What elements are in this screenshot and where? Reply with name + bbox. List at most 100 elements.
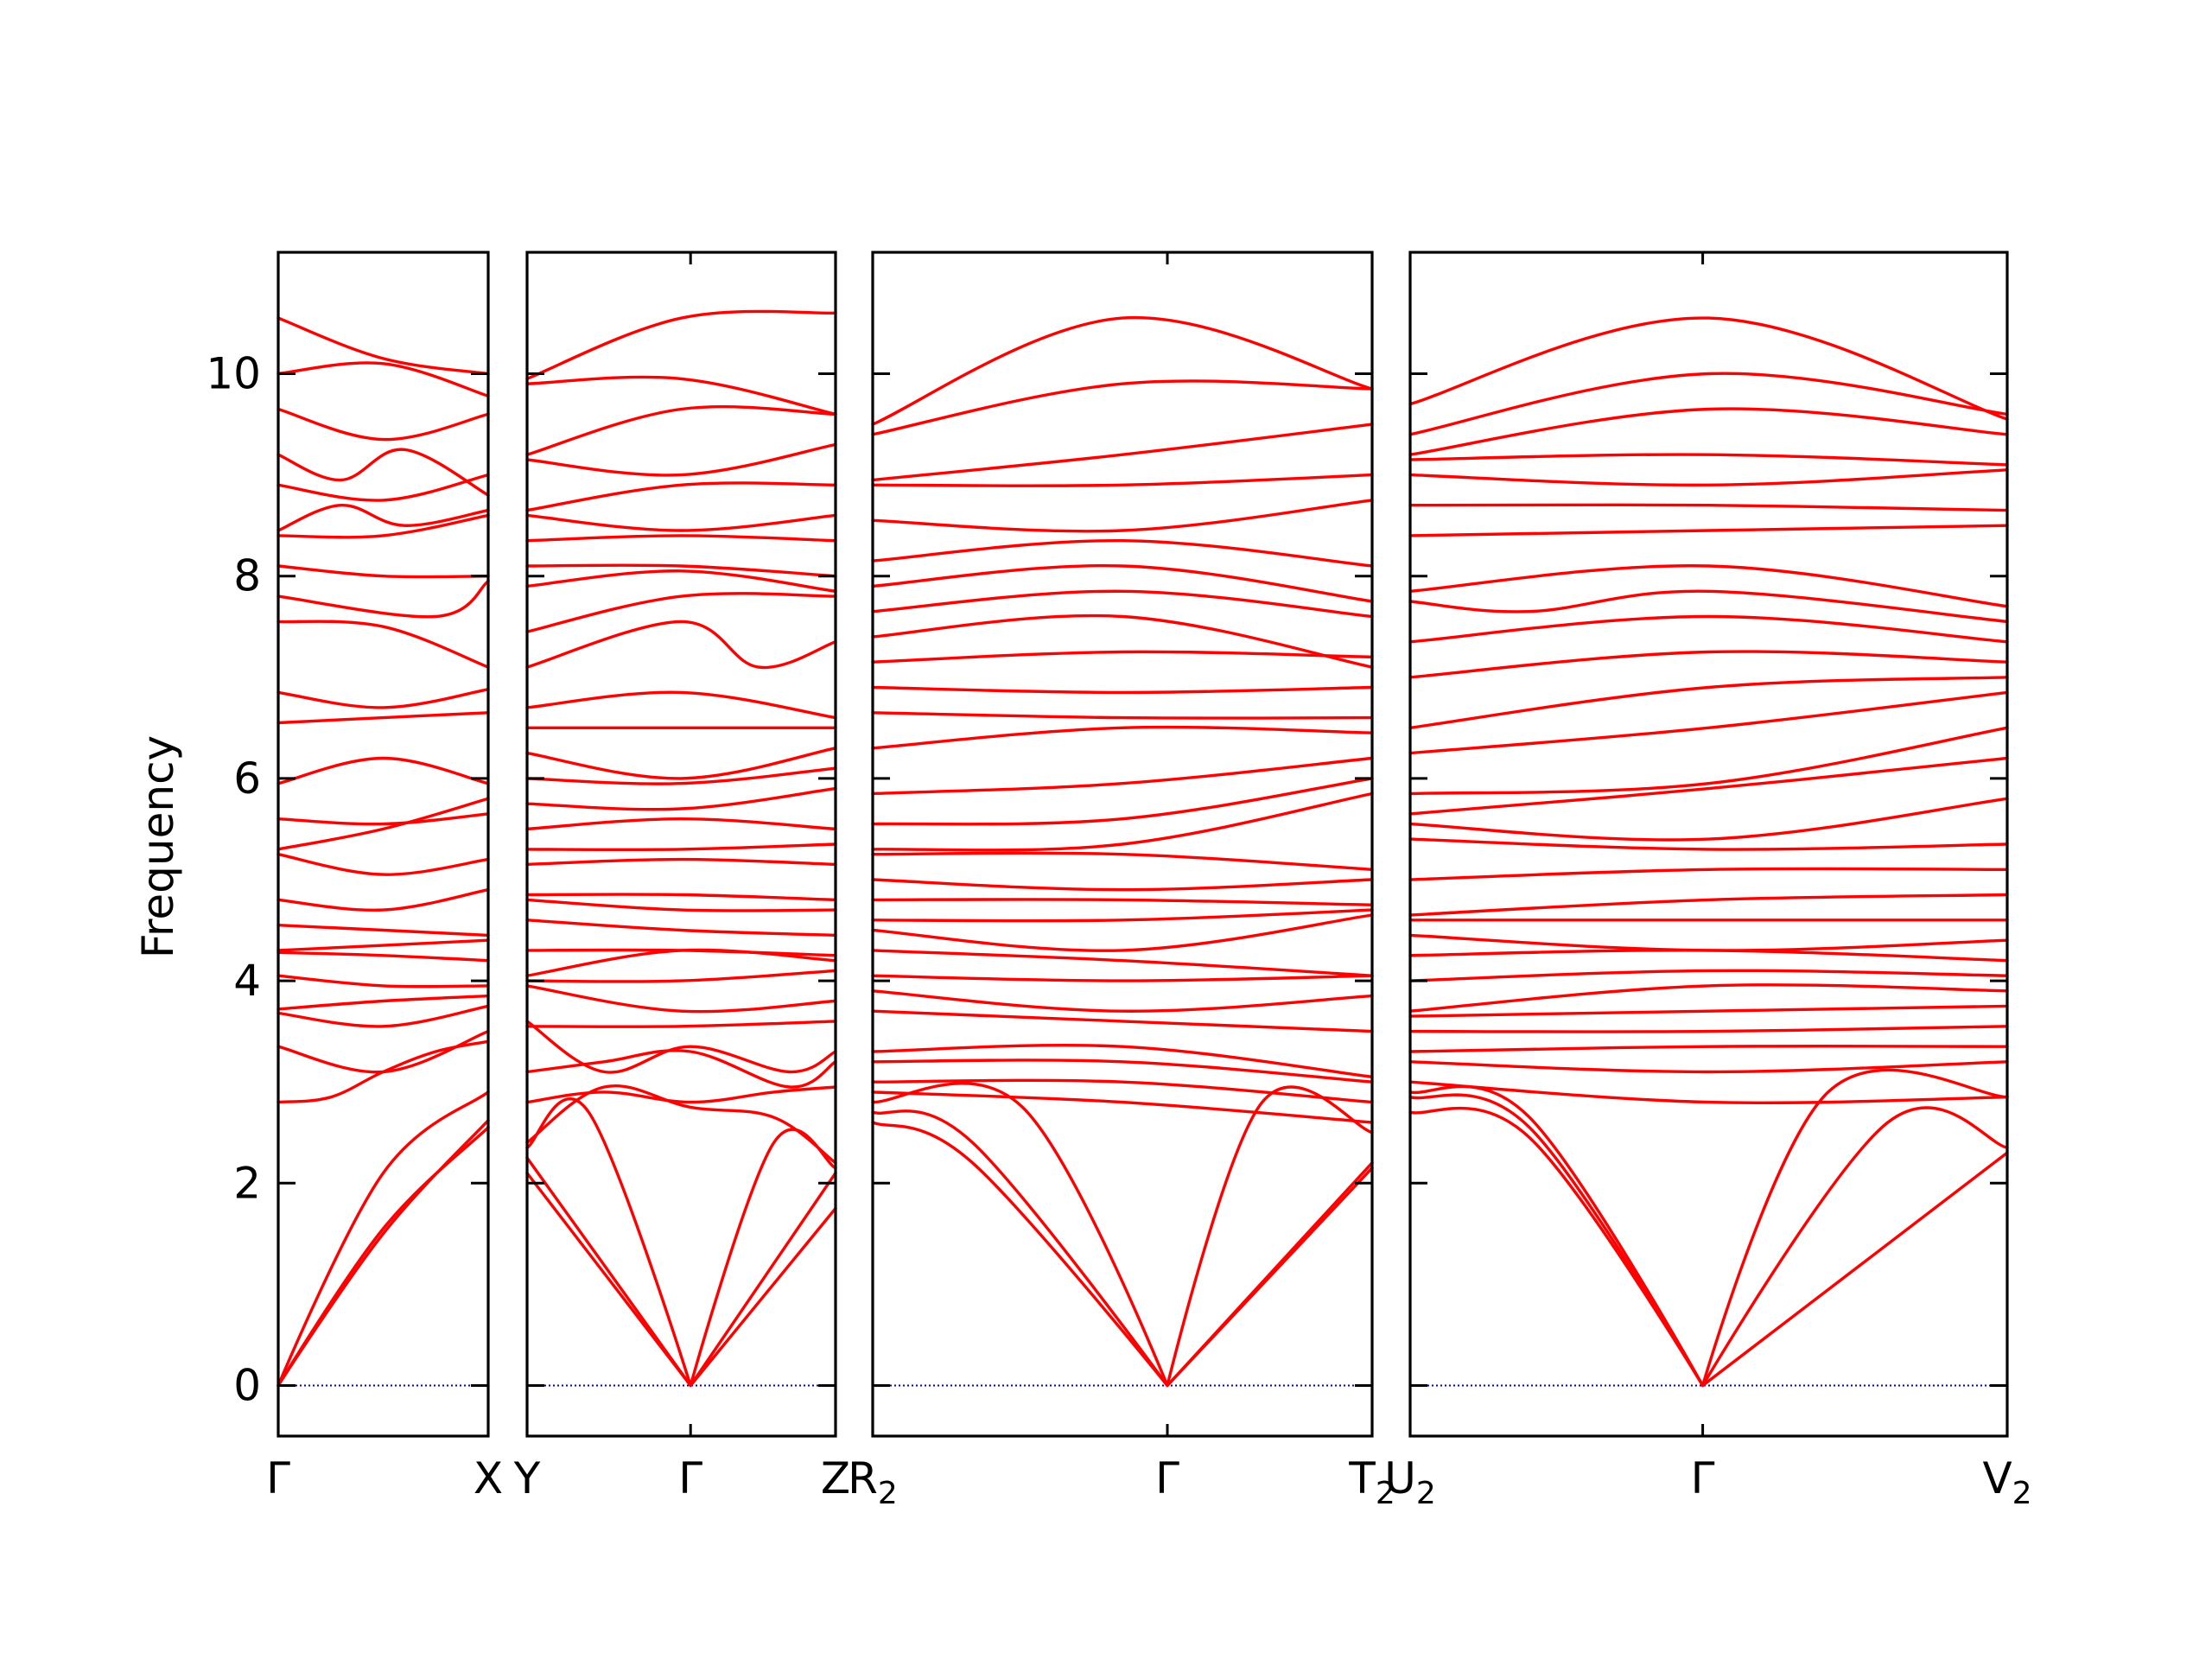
band-line (276, 407, 490, 442)
band-line (276, 994, 490, 1011)
y-tick-label: 4 (233, 956, 261, 1006)
band-line (525, 481, 837, 512)
band-line (525, 1049, 837, 1089)
panel-frame (276, 251, 490, 1438)
band-line (525, 405, 837, 456)
band-line (1408, 589, 2009, 624)
band-line (1408, 983, 2009, 1013)
band-line (276, 853, 490, 876)
band-line (1408, 468, 2009, 487)
band-line (525, 690, 837, 720)
band-line (1408, 1106, 2009, 1388)
band-line (871, 878, 1374, 892)
band-line (871, 473, 1374, 487)
band-line (1408, 650, 2009, 679)
band-line (525, 1096, 837, 1388)
band-line (525, 1156, 837, 1388)
band-line (276, 564, 490, 579)
band-line (871, 725, 1374, 750)
band-line (871, 1082, 1374, 1388)
band-line (276, 361, 490, 397)
band-line (276, 797, 490, 851)
band-line (525, 948, 837, 957)
band-line (1408, 676, 2009, 729)
band-line (871, 423, 1374, 482)
panel-4: U2 Γ V2 (1384, 251, 2032, 1511)
band-line (525, 747, 837, 780)
band-line (276, 513, 490, 539)
band-line (1408, 1060, 2009, 1074)
band-line (525, 984, 837, 1014)
band-line (525, 569, 837, 593)
band-line (1408, 407, 2009, 456)
band-line (276, 950, 490, 963)
band-line (525, 842, 837, 852)
panel-frame (1408, 251, 2009, 1438)
band-line (1408, 372, 2009, 436)
band-line (276, 579, 490, 619)
x-tick-label: Γ (1691, 1453, 1715, 1503)
band-line (525, 592, 837, 633)
band-line (525, 1020, 837, 1074)
band-line (1408, 524, 2009, 537)
band-line (525, 893, 837, 902)
x-tick-label: R2 (848, 1453, 898, 1511)
band-line (525, 534, 837, 543)
band-line (1408, 503, 2009, 512)
x-tick-label: T2 (1348, 1453, 1395, 1511)
band-line (276, 620, 490, 669)
y-tick-label: 8 (233, 551, 261, 601)
band-line (525, 309, 837, 381)
band-line (871, 908, 1374, 923)
band-line (1408, 797, 2009, 842)
band-line (1408, 1068, 2009, 1388)
band-line (525, 1085, 837, 1104)
band-line (871, 1109, 1374, 1388)
band-line (525, 563, 837, 578)
band-line (871, 1058, 1374, 1084)
x-tick-label: Γ (678, 1453, 702, 1503)
band-line (871, 989, 1374, 1013)
band-line (276, 1119, 490, 1388)
band-line (276, 812, 490, 826)
panel-frame (871, 251, 1374, 1438)
band-line (871, 613, 1374, 669)
band-line (871, 949, 1374, 977)
band-line (1408, 837, 2009, 851)
band-line (276, 1126, 490, 1388)
band-line (1408, 453, 2009, 467)
band-line (871, 315, 1374, 426)
band-line (871, 913, 1374, 952)
band-line (1408, 893, 2009, 917)
x-tick-label: Y (513, 1453, 541, 1503)
band-line (276, 1029, 490, 1074)
band-line (1408, 1025, 2009, 1033)
band-line (871, 379, 1374, 436)
band-line (276, 316, 490, 376)
band-line (525, 375, 837, 416)
band-line (525, 786, 837, 811)
band-line (871, 1090, 1374, 1124)
x-tick-label: Z (821, 1453, 850, 1503)
band-line (871, 650, 1374, 664)
band-line (525, 918, 837, 938)
band-line (276, 1090, 490, 1388)
band-line (871, 589, 1374, 619)
band-line (525, 513, 837, 532)
band-line (871, 756, 1374, 796)
band-line (1408, 316, 2009, 421)
band-line (1408, 614, 2009, 644)
band-line (276, 1004, 490, 1028)
band-line (871, 1009, 1374, 1033)
band-line (276, 711, 490, 725)
band-line (871, 685, 1374, 695)
band-line (525, 1020, 837, 1028)
band-line (871, 898, 1374, 906)
band-line (871, 791, 1374, 852)
x-tick-label: Γ (266, 1453, 290, 1503)
y-axis-label: Frequency (133, 735, 183, 958)
band-line (871, 563, 1374, 603)
y-tick-label: 10 (206, 349, 261, 399)
x-tick-label: X (474, 1453, 503, 1503)
